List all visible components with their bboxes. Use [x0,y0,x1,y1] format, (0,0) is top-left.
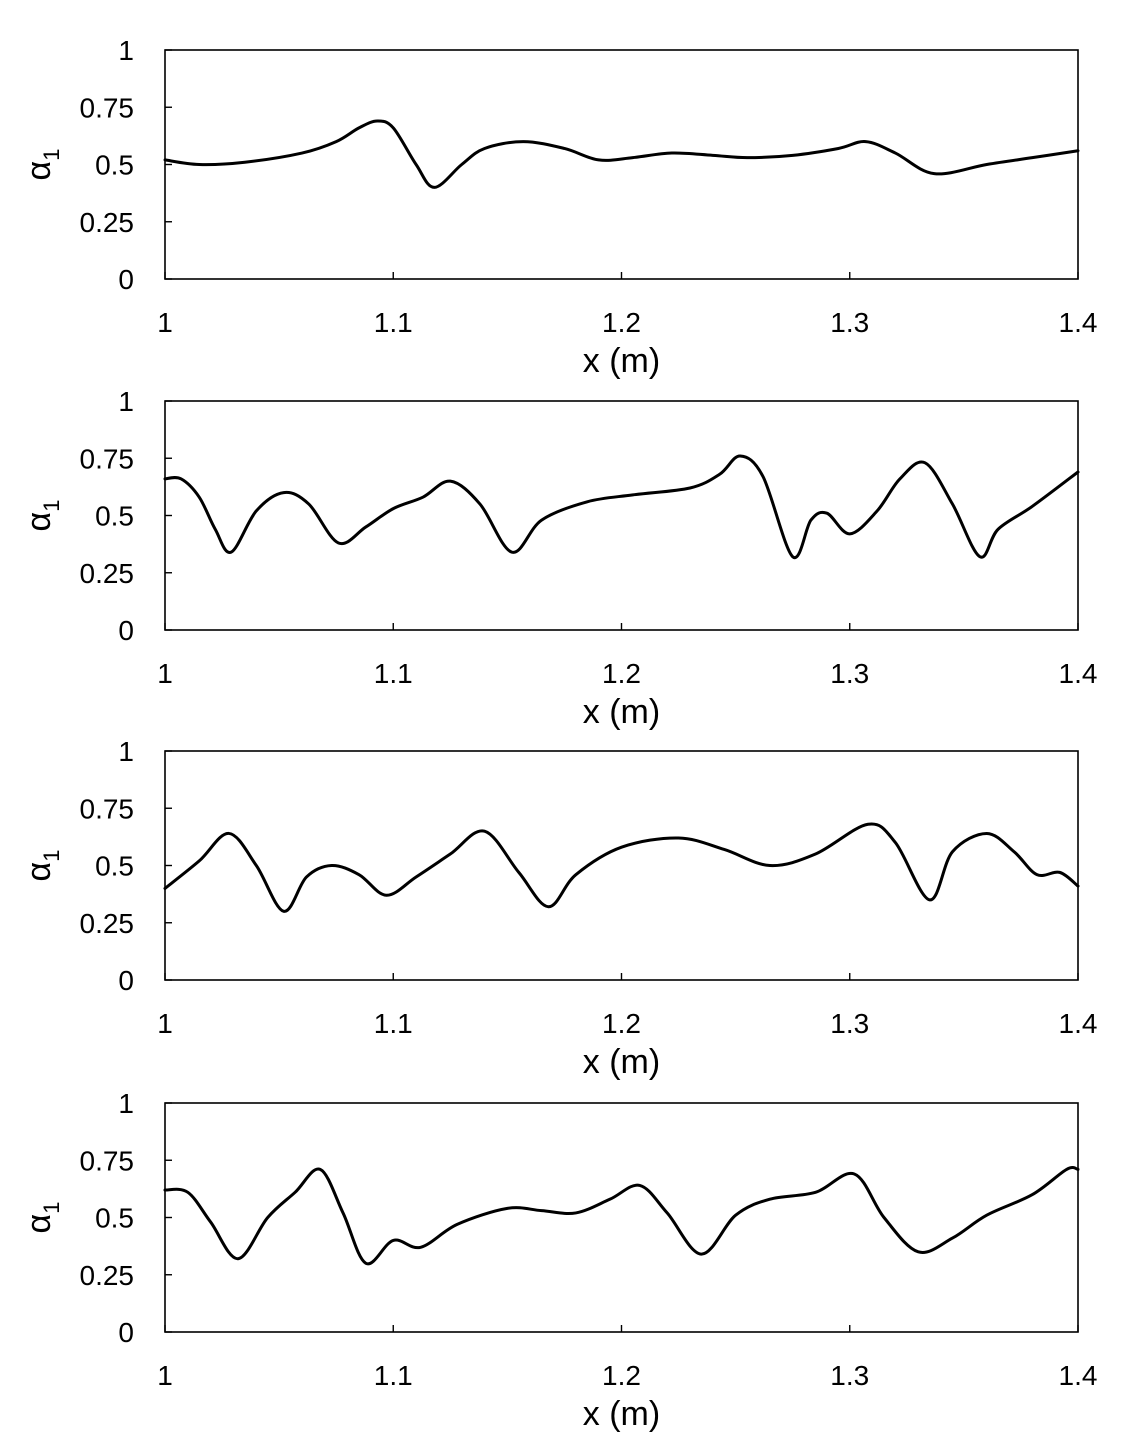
y-tick-label: 0.75 [80,793,135,824]
x-tick-label: 1.2 [602,1360,641,1391]
x-axis-title: x (m) [583,693,660,731]
x-tick-label: 1.4 [1059,658,1098,689]
series-line [163,1166,1080,1266]
chart-panel-4: 0 0.25 0.5 0.75 1 1 1.1 1.2 1.3 1.4 x (m) α1 [20,1088,1097,1433]
y-tick-label: 0.75 [80,92,135,123]
series-line [163,454,1080,560]
x-tick-label: 1.3 [830,1008,869,1039]
x-axis-title: x (m) [583,1043,660,1081]
y-tick-label: 1 [118,386,134,417]
x-tick-label: 1.4 [1059,307,1098,338]
y-tick-label: 0.25 [80,1260,135,1291]
y-tick-label: 0.5 [95,501,134,532]
y-tick-label: 0 [118,615,134,646]
x-tick-label: 1.4 [1059,1008,1098,1039]
y-tick-label: 0.5 [95,1203,134,1234]
y-tick-label: 0.5 [95,150,134,181]
x-tick-label: 1.3 [830,658,869,689]
x-tick-label: 1 [157,658,173,689]
x-tick-label: 1.3 [830,1360,869,1391]
plot-frame [164,1102,1079,1333]
y-axis-title: α1 [20,149,64,181]
x-tick-label: 1.1 [374,1360,413,1391]
x-tick-label: 1.1 [374,658,413,689]
chart-panel-2: 0 0.25 0.5 0.75 1 1 1.1 1.2 1.3 1.4 x (m) α1 [20,386,1097,731]
x-tick-label: 1.2 [602,307,641,338]
y-axis-title: α1 [20,1202,64,1234]
y-tick-label: 1 [118,736,134,767]
x-tick-label: 1.2 [602,658,641,689]
series-line [163,822,1080,913]
plot-frame [164,750,1079,981]
x-tick-label: 1.3 [830,307,869,338]
x-tick-label: 1 [157,1360,173,1391]
plot-frame [164,49,1079,280]
y-tick-label: 1 [118,35,134,66]
y-axis-title: α1 [20,850,64,882]
x-tick-label: 1 [157,1008,173,1039]
y-tick-label: 0.25 [80,558,135,589]
plot-frame [164,400,1079,631]
y-tick-label: 0 [118,1317,134,1348]
x-tick-label: 1 [157,307,173,338]
series-line [163,119,1080,189]
chart-panel-1: 0 0.25 0.5 0.75 1 1 1.1 1.2 1.3 1.4 x (m) α1 [20,35,1097,380]
y-tick-label: 0.25 [80,908,135,939]
y-tick-label: 0.5 [95,851,134,882]
y-tick-label: 0.75 [80,1145,135,1176]
y-tick-label: 0.25 [80,207,135,238]
chart-panel-3: 0 0.25 0.5 0.75 1 1 1.1 1.2 1.3 1.4 x (m) α1 [20,736,1097,1081]
x-tick-label: 1.1 [374,1008,413,1039]
y-tick-label: 0 [118,264,134,295]
x-tick-label: 1.1 [374,307,413,338]
y-tick-label: 1 [118,1088,134,1119]
x-tick-label: 1.2 [602,1008,641,1039]
y-tick-label: 0 [118,965,134,996]
y-tick-label: 0.75 [80,443,135,474]
x-axis-title: x (m) [583,1395,660,1433]
x-tick-label: 1.4 [1059,1360,1098,1391]
x-axis-title: x (m) [583,342,660,380]
y-axis-title: α1 [20,500,64,532]
